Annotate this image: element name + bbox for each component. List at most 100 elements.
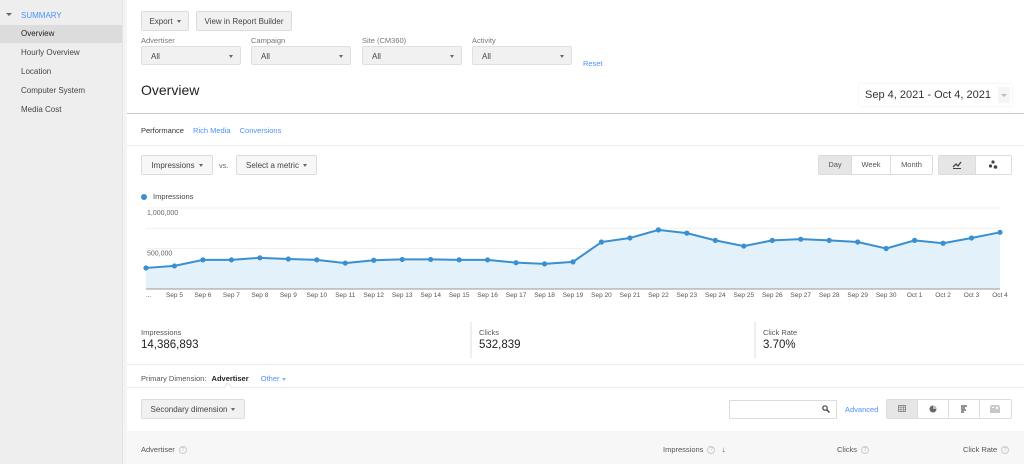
data-point[interactable] bbox=[371, 257, 377, 263]
table-header: Advertiser ? Impressions ? ↓ Clicks ? Cl… bbox=[127, 431, 1024, 464]
data-point[interactable] bbox=[883, 245, 889, 252]
primary-metric-select[interactable]: Impressions bbox=[141, 155, 213, 175]
sidebar-item-media-cost[interactable]: Media Cost bbox=[21, 105, 62, 114]
comparison-view-button[interactable] bbox=[980, 400, 1011, 418]
chevron-down-icon bbox=[560, 55, 564, 58]
data-point[interactable] bbox=[428, 256, 434, 263]
collapse-caret-icon[interactable] bbox=[6, 13, 12, 16]
divider bbox=[470, 322, 472, 358]
data-point[interactable] bbox=[855, 239, 861, 245]
line-chart-icon bbox=[952, 161, 962, 169]
data-point[interactable] bbox=[257, 255, 263, 261]
data-point[interactable] bbox=[912, 237, 918, 243]
data-point[interactable] bbox=[741, 243, 747, 249]
data-point[interactable] bbox=[769, 237, 775, 243]
granularity-day[interactable]: Day bbox=[819, 156, 852, 174]
data-point[interactable] bbox=[798, 236, 804, 242]
chevron-down-icon bbox=[281, 377, 286, 381]
data-point[interactable] bbox=[171, 263, 178, 269]
x-tick-label: Sep 30 bbox=[876, 292, 897, 299]
data-point[interactable] bbox=[968, 235, 975, 241]
column-header-impressions[interactable]: Impressions ? ↓ bbox=[663, 445, 725, 454]
x-tick-label: Sep 22 bbox=[648, 292, 669, 299]
sidebar-item-hourly-overview[interactable]: Hourly Overview bbox=[21, 48, 80, 57]
help-icon[interactable]: ? bbox=[1001, 445, 1010, 454]
data-point[interactable] bbox=[940, 240, 946, 246]
primary-dimension-advertiser[interactable]: Advertiser bbox=[211, 374, 249, 383]
x-tick-label: ... bbox=[146, 292, 152, 299]
data-point[interactable] bbox=[285, 256, 291, 262]
data-point[interactable] bbox=[513, 260, 519, 266]
data-point[interactable] bbox=[712, 237, 718, 243]
data-point[interactable] bbox=[997, 229, 1003, 235]
main-content: Export View in Report Builder Advertiser… bbox=[127, 0, 1024, 464]
column-header-click-rate[interactable]: Click Rate ? bbox=[963, 445, 1010, 454]
impressions-chart[interactable]: 500,000 1,000,000... Sep 5 Sep 6 Sep 7 Sep 8 S… bbox=[127, 200, 1024, 304]
table-view-button[interactable] bbox=[887, 400, 918, 418]
reset-link[interactable]: Reset bbox=[583, 59, 603, 68]
bar-view-icon bbox=[961, 405, 967, 413]
chevron-down-icon[interactable] bbox=[998, 87, 1010, 103]
data-point[interactable] bbox=[228, 257, 234, 263]
export-button[interactable]: Export bbox=[141, 11, 189, 31]
bar-view-button[interactable] bbox=[949, 400, 980, 418]
view-in-report-builder-button[interactable]: View in Report Builder bbox=[196, 11, 292, 31]
x-tick-label: Oct 1 bbox=[907, 292, 923, 299]
data-point[interactable] bbox=[826, 237, 832, 243]
sidebar-item-location[interactable]: Location bbox=[21, 67, 52, 76]
sidebar-item-computer-system[interactable]: Computer System bbox=[21, 86, 86, 95]
site-select[interactable]: All bbox=[362, 46, 462, 65]
data-point[interactable] bbox=[485, 257, 491, 263]
x-tick-label: Sep 5 bbox=[166, 292, 183, 299]
activity-select[interactable]: All bbox=[472, 46, 572, 65]
x-tick-label: Sep 13 bbox=[392, 292, 413, 299]
pie-view-button[interactable] bbox=[918, 400, 949, 418]
chevron-down-icon bbox=[339, 55, 343, 58]
x-tick-label: Sep 18 bbox=[534, 292, 555, 299]
advanced-search-link[interactable]: Advanced bbox=[845, 405, 879, 414]
motion-chart-button[interactable] bbox=[976, 156, 1011, 174]
sidebar-item-overview[interactable]: Overview bbox=[0, 25, 122, 43]
primary-dimension-other[interactable]: Other bbox=[261, 374, 286, 383]
secondary-metric-select[interactable]: Select a metric bbox=[236, 155, 317, 175]
tab-rich-media[interactable]: Rich Media bbox=[193, 126, 231, 135]
data-point[interactable] bbox=[143, 265, 149, 271]
sort-descending-icon[interactable]: ↓ bbox=[721, 445, 726, 454]
comparison-view-icon bbox=[990, 405, 1000, 413]
x-tick-label: Oct 4 bbox=[992, 292, 1008, 299]
help-icon[interactable]: ? bbox=[861, 445, 869, 454]
table-search-input[interactable] bbox=[729, 400, 837, 419]
search-icon[interactable] bbox=[822, 405, 830, 413]
tab-conversions[interactable]: Conversions bbox=[239, 126, 282, 135]
data-point[interactable] bbox=[200, 257, 206, 263]
divider bbox=[127, 113, 1024, 114]
sidebar-section-summary[interactable]: SUMMARY bbox=[0, 8, 122, 22]
data-point[interactable] bbox=[655, 227, 662, 233]
data-point[interactable] bbox=[598, 239, 605, 245]
data-point[interactable] bbox=[314, 257, 320, 263]
column-header-clicks[interactable]: Clicks ? bbox=[837, 445, 869, 454]
data-point[interactable] bbox=[456, 257, 462, 263]
granularity-week[interactable]: Week bbox=[852, 156, 891, 174]
help-icon[interactable]: ? bbox=[707, 445, 716, 454]
divider bbox=[127, 145, 1024, 146]
selection-pointer-icon bbox=[224, 383, 232, 388]
data-point[interactable] bbox=[342, 260, 348, 266]
filter-label-advertiser: Advertiser bbox=[141, 36, 175, 45]
sidebar-section-label: SUMMARY bbox=[21, 10, 62, 20]
data-point[interactable] bbox=[684, 230, 690, 236]
data-point[interactable] bbox=[627, 235, 633, 241]
secondary-dimension-select[interactable]: Secondary dimension bbox=[141, 399, 245, 419]
date-range-picker[interactable]: Sep 4, 2021 - Oct 4, 2021 bbox=[859, 84, 1012, 106]
advertiser-select[interactable]: All bbox=[141, 46, 241, 65]
data-point[interactable] bbox=[541, 261, 548, 267]
chevron-down-icon bbox=[229, 55, 233, 58]
line-chart-button[interactable] bbox=[939, 156, 976, 174]
data-point[interactable] bbox=[399, 256, 405, 263]
granularity-month[interactable]: Month bbox=[891, 156, 932, 174]
tab-performance[interactable]: Performance bbox=[141, 126, 184, 135]
campaign-select[interactable]: All bbox=[251, 46, 351, 65]
help-icon[interactable]: ? bbox=[178, 445, 187, 454]
column-header-advertiser[interactable]: Advertiser ? bbox=[141, 445, 187, 454]
data-point[interactable] bbox=[570, 259, 576, 265]
